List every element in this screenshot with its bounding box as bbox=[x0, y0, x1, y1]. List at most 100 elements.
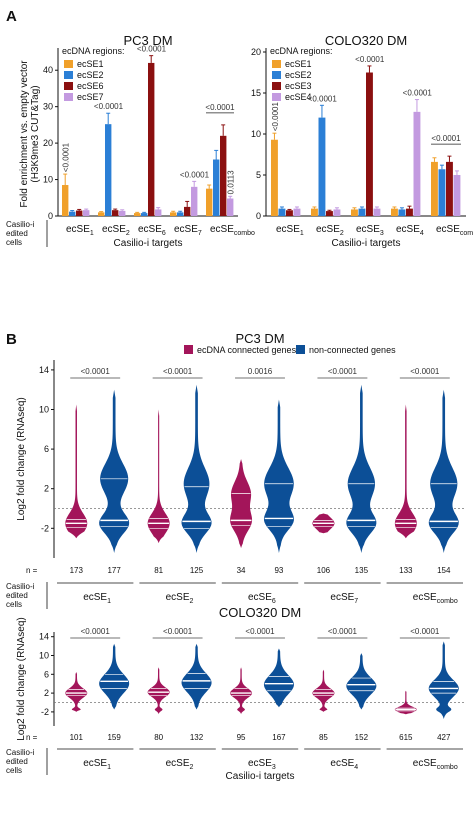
y-tick-label-1-2: 10 bbox=[251, 129, 261, 139]
bar-0-2-2 bbox=[148, 62, 155, 216]
x-category-1-3: ecSE4 bbox=[396, 224, 424, 237]
violin-connected-0-2 bbox=[230, 459, 253, 549]
n-connected-0-0: 173 bbox=[70, 566, 84, 575]
n-nonconnected-1-0: 159 bbox=[107, 733, 121, 742]
y-tick-label-1-4: 20 bbox=[251, 47, 261, 57]
bar-1-1-2 bbox=[326, 211, 333, 216]
violin-category-0-1: ecSE2 bbox=[166, 592, 194, 605]
bar-1-0-2 bbox=[286, 210, 293, 216]
bar-0-1-2 bbox=[112, 210, 119, 216]
violin-connected-0-4 bbox=[394, 404, 417, 539]
casilio-edited-b1-1: edited bbox=[6, 757, 28, 766]
violin-x-group-title-1: Casilio-i targets bbox=[226, 771, 295, 782]
casilio-edited-b0-2: cells bbox=[6, 600, 22, 609]
bar-1-0-0 bbox=[271, 139, 278, 216]
violin-category-1-4: ecSEcombo bbox=[413, 758, 458, 771]
x-category-1-1: ecSE2 bbox=[316, 224, 344, 237]
bar-1-0-3 bbox=[293, 208, 301, 216]
violin-y-label-0: Log2 fold change (RNAseq) bbox=[16, 397, 27, 520]
pvalue-1-4: <0.0001 bbox=[431, 134, 461, 143]
bar-0-3-2 bbox=[184, 206, 191, 216]
bar-0-1-3 bbox=[119, 210, 126, 216]
violin-pvalue-1-1: <0.0001 bbox=[163, 627, 193, 636]
violin-connected-0-0 bbox=[65, 404, 88, 539]
n-prefix-1: n = bbox=[26, 733, 38, 742]
violin-pvalue-1-3: <0.0001 bbox=[328, 627, 358, 636]
violin-nonconnected-1-4 bbox=[428, 641, 459, 719]
legend-swatch-0-2 bbox=[64, 82, 73, 90]
bar-1-1-0 bbox=[311, 208, 318, 216]
y-tick-label-0-0: 0 bbox=[48, 211, 53, 221]
violin-legend-swatch-0-0 bbox=[184, 345, 193, 354]
violin-pvalue-1-4: <0.0001 bbox=[410, 627, 440, 636]
violin-category-0-2: ecSE6 bbox=[248, 592, 276, 605]
panel-label-a: A bbox=[6, 8, 17, 25]
bar-1-4-0 bbox=[431, 161, 438, 216]
violin-nonconnected-0-4 bbox=[428, 389, 459, 554]
legend-swatch-1-1 bbox=[272, 71, 281, 79]
casilio-edited-b0-1: edited bbox=[6, 591, 28, 600]
legend-label-1-1: ecSE2 bbox=[285, 70, 312, 80]
casilio-edited-b0-0: Casilio-i bbox=[6, 582, 35, 591]
bar-0-1-0 bbox=[98, 212, 105, 216]
pvalue-0-1: <0.0001 bbox=[94, 102, 124, 111]
legend-label-1-3: ecSE4 bbox=[285, 92, 312, 102]
bar-1-1-1 bbox=[318, 117, 326, 216]
x-category-0-0: ecSE1 bbox=[66, 224, 94, 237]
bar-1-4-2 bbox=[446, 161, 453, 216]
violin-connected-1-1 bbox=[147, 667, 170, 715]
y-tick-label-0-3: 30 bbox=[43, 102, 53, 112]
bar-y-label-0-0: Fold enrichment vs. empty vector bbox=[19, 60, 30, 208]
x-group-title-1: Casilio-i targets bbox=[332, 238, 401, 249]
n-nonconnected-0-2: 93 bbox=[274, 566, 283, 575]
bar-chart-title-1: COLO320 DM bbox=[325, 33, 407, 48]
violin-category-0-4: ecSEcombo bbox=[413, 592, 458, 605]
violin-y-tick-label-0-4: 14 bbox=[39, 365, 49, 375]
violin-nonconnected-1-1 bbox=[181, 643, 212, 710]
bar-0-3-0 bbox=[170, 212, 177, 216]
bar-0-4-0 bbox=[206, 188, 213, 216]
n-connected-0-1: 81 bbox=[154, 566, 163, 575]
violin-pvalue-0-3: <0.0001 bbox=[328, 367, 358, 376]
bar-0-0-1 bbox=[69, 211, 76, 216]
legend-label-0-3: ecSE7 bbox=[77, 92, 104, 102]
bar-0-2-3 bbox=[155, 209, 162, 216]
violin-connected-1-3 bbox=[312, 669, 335, 712]
legend-label-1-2: ecSE3 bbox=[285, 81, 312, 91]
n-nonconnected-1-3: 152 bbox=[355, 733, 369, 742]
y-tick-label-1-3: 15 bbox=[251, 88, 261, 98]
violin-nonconnected-0-0 bbox=[99, 389, 130, 554]
violin-y-tick-label-0-2: 6 bbox=[44, 444, 49, 454]
violin-category-1-0: ecSE1 bbox=[83, 758, 111, 771]
x-group-title-0: Casilio-i targets bbox=[114, 238, 183, 249]
casilio-edited-a-1: edited bbox=[6, 229, 28, 238]
bar-1-3-2 bbox=[406, 208, 413, 216]
legend-label-0-2: ecSE6 bbox=[77, 81, 104, 91]
bar-0-4-3 bbox=[227, 198, 234, 216]
violin-category-1-1: ecSE2 bbox=[166, 758, 194, 771]
bar-0-4-1 bbox=[213, 159, 220, 216]
violin-nonconnected-0-1 bbox=[181, 384, 212, 554]
violin-connected-0-1 bbox=[147, 409, 170, 544]
pvalue-1-0: <0.0001 bbox=[271, 101, 280, 131]
violin-nonconnected-0-2 bbox=[263, 399, 294, 554]
violin-y-tick-label-0-1: 2 bbox=[44, 484, 49, 494]
bar-1-1-3 bbox=[333, 209, 341, 216]
bar-0-3-3 bbox=[191, 186, 198, 216]
n-nonconnected-0-0: 177 bbox=[107, 566, 121, 575]
n-connected-1-0: 101 bbox=[70, 733, 84, 742]
x-category-0-1: ecSE2 bbox=[102, 224, 130, 237]
pvalue-0-2: <0.0001 bbox=[137, 45, 167, 54]
pvalue-0-0: <0.0001 bbox=[62, 142, 71, 172]
bar-0-1-1 bbox=[105, 124, 112, 216]
violin-legend-swatch-0-1 bbox=[296, 345, 305, 354]
bar-y-label-0-1: (H3K9me3 CUT&Tag) bbox=[30, 85, 41, 182]
x-category-1-0: ecSE1 bbox=[276, 224, 304, 237]
bar-chart-title-0: PC3 DM bbox=[123, 33, 172, 48]
bar-1-3-3 bbox=[413, 111, 421, 216]
x-category-0-3: ecSE7 bbox=[174, 224, 202, 237]
legend-label-0-0: ecSE1 bbox=[77, 59, 104, 69]
violin-y-tick-label-1-3: 10 bbox=[39, 651, 49, 661]
legend-label-1-0: ecSE1 bbox=[285, 59, 312, 69]
pvalue-0-3: <0.0001 bbox=[180, 170, 210, 179]
